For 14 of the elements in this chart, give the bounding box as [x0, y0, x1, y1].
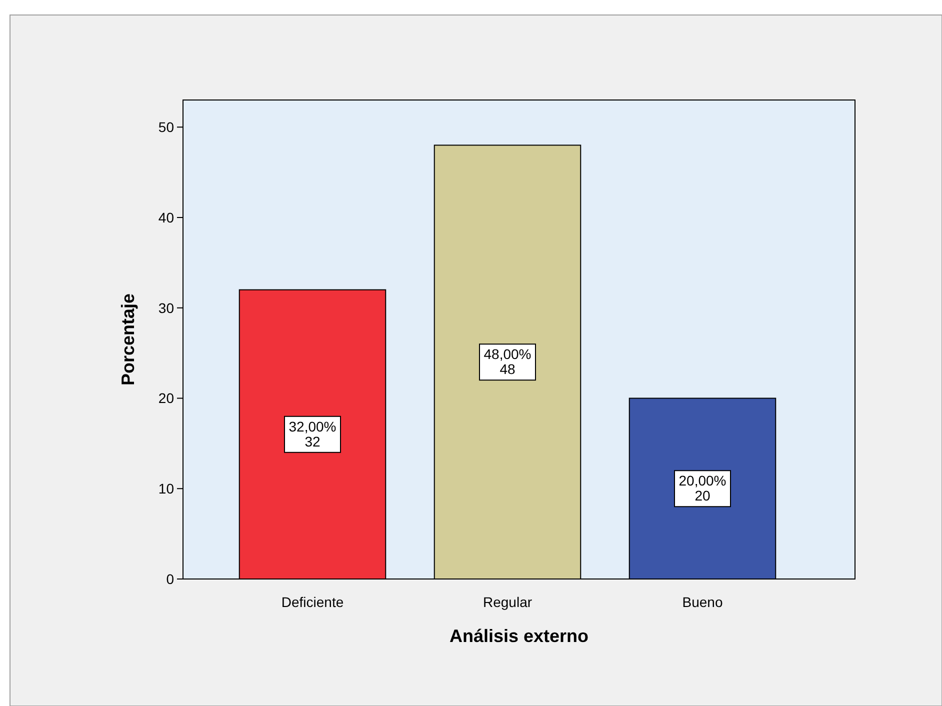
data-label: 20,00% 20 — [678, 472, 726, 504]
y-tick-label: 40 — [158, 209, 174, 226]
data-label: 48,00% 48 — [484, 346, 532, 378]
y-axis-title: Porcentaje — [118, 293, 138, 386]
y-tick-label: 30 — [158, 300, 174, 316]
data-label: 32,00% 32 — [288, 418, 336, 450]
y-tick-label: 20 — [158, 390, 174, 406]
x-tick-label: Regular — [482, 594, 532, 610]
y-tick-label: 0 — [166, 571, 174, 587]
y-tick-label: 50 — [158, 119, 174, 136]
x-tick-label: Deficiente — [281, 594, 344, 610]
y-tick-label: 10 — [158, 480, 174, 497]
x-axis-title: Análisis externo — [449, 626, 589, 646]
x-tick-label: Bueno — [682, 594, 723, 610]
